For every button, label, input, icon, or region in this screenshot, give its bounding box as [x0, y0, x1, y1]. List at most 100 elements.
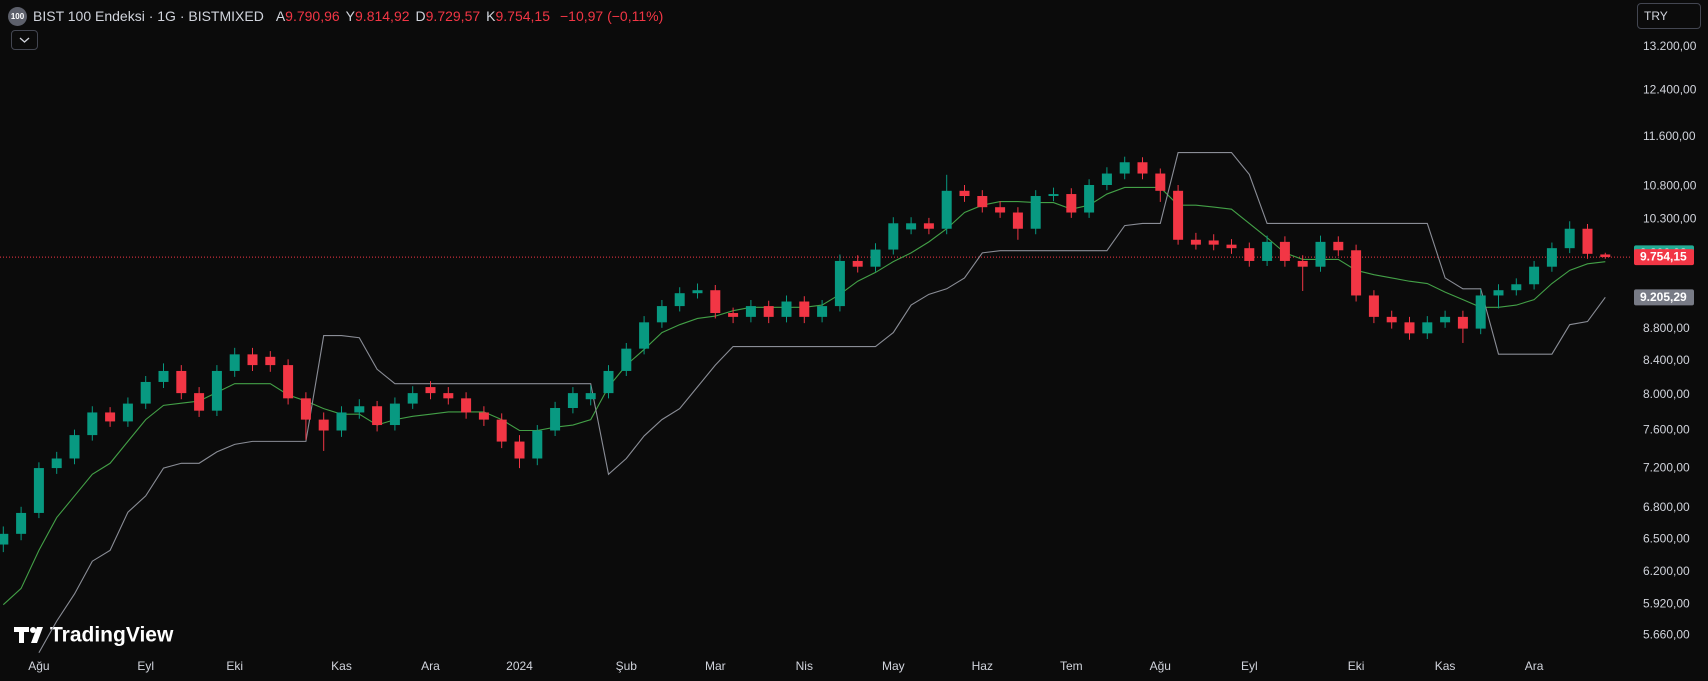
y-tick-label: 10.300,00	[1643, 211, 1697, 225]
ohlc-value: 9.729,57	[425, 8, 481, 24]
x-tick-label: Eki	[226, 659, 243, 673]
candle-body	[105, 412, 116, 422]
candle-body	[888, 223, 899, 250]
x-tick-label: Tem	[1060, 659, 1083, 673]
candle-body	[461, 398, 472, 413]
x-tick-label: Haz	[972, 659, 993, 673]
candle-body	[158, 370, 169, 382]
candle-body	[1119, 162, 1130, 174]
candle-body	[283, 365, 294, 399]
x-tick-label: Kas	[331, 659, 352, 673]
price-label-box	[1634, 289, 1694, 306]
ohlc-key: A	[275, 8, 286, 24]
y-tick-label: 6.500,00	[1643, 531, 1690, 545]
candle-body	[621, 348, 632, 371]
candle-body	[1066, 194, 1077, 213]
candle-body	[51, 458, 62, 469]
candle-body	[372, 406, 383, 426]
x-tick-label: Kas	[1435, 659, 1456, 673]
ohlc-key: Y	[345, 8, 356, 24]
logo-icon	[14, 627, 43, 643]
candle-body	[265, 356, 276, 366]
x-tick-label: Eyl	[1241, 659, 1258, 673]
price-label: 9.205,29	[1640, 290, 1687, 304]
candle-body	[1493, 290, 1504, 296]
candle-body	[122, 403, 133, 422]
y-tick-label: 13.200,00	[1643, 39, 1697, 53]
candle-body	[817, 306, 828, 317]
y-tick-label: 5.660,00	[1643, 628, 1690, 642]
candle-body	[1546, 248, 1557, 267]
candle-body	[354, 406, 365, 413]
price-label: 9.754,15	[1640, 250, 1687, 264]
candle-body	[1048, 194, 1059, 197]
candle-body	[567, 393, 578, 409]
y-tick-label: 6.200,00	[1643, 564, 1690, 578]
ohlc-value: 9.754,15	[495, 8, 550, 24]
candle-body	[1351, 250, 1362, 296]
candle-body	[1422, 322, 1433, 334]
candle-body	[834, 260, 845, 307]
candle-body	[656, 306, 667, 323]
candle-body	[745, 306, 756, 317]
ohlc: A9.790,96 Y9.814,92 D9.729,57 K9.754,15	[270, 8, 550, 24]
ohlc-value: 9.814,92	[355, 8, 410, 24]
y-tick-label: 7.200,00	[1643, 460, 1690, 474]
candle-body	[1244, 248, 1255, 261]
candle-body	[336, 412, 347, 431]
x-tick-label: May	[882, 659, 905, 673]
ohlc-key: K	[486, 8, 496, 24]
ohlc-value: 9.790,96	[285, 8, 340, 24]
candle-body	[923, 223, 934, 229]
candle-body	[1368, 295, 1379, 317]
y-tick-label: 6.800,00	[1643, 500, 1690, 514]
candle-body	[1030, 196, 1041, 229]
candle-body	[247, 354, 258, 366]
candle-body	[1084, 185, 1095, 213]
candle-body	[1155, 173, 1166, 191]
x-tick-label: Eyl	[137, 659, 154, 673]
candle-body	[781, 301, 792, 317]
collapse-button[interactable]	[11, 30, 38, 50]
y-tick-label: 8.400,00	[1643, 353, 1690, 367]
y-tick-label: 5.920,00	[1643, 596, 1690, 610]
y-tick-label: 12.400,00	[1643, 82, 1697, 96]
candle-body	[1475, 295, 1486, 329]
candle-body	[0, 533, 9, 545]
candle-body	[799, 301, 810, 317]
candle-body	[87, 412, 98, 436]
indicator-line	[2, 186, 1606, 606]
x-tick-label: Eki	[1348, 659, 1365, 673]
candle-body	[300, 398, 311, 420]
candle-body	[318, 419, 329, 431]
candle-body	[1404, 322, 1415, 334]
y-tick-label: 8.800,00	[1643, 321, 1690, 335]
candle-body	[1440, 316, 1451, 323]
candle-body	[478, 412, 489, 420]
candle-body	[140, 381, 151, 404]
candle-body	[710, 290, 721, 313]
symbol-badge: 100	[8, 6, 27, 26]
indicator-line	[38, 152, 1606, 654]
candle-body	[995, 207, 1006, 213]
y-tick-label: 7.600,00	[1643, 423, 1690, 437]
x-tick-label: Mar	[705, 659, 726, 673]
header: 100 BIST 100 Endeksi · 1G · BISTMIXED A9…	[8, 5, 663, 27]
currency-button[interactable]: TRY	[1637, 3, 1701, 29]
x-tick-label: 2024	[506, 659, 533, 673]
symbol-title[interactable]: BIST 100 Endeksi · 1G · BISTMIXED	[33, 8, 264, 24]
candle-body	[1582, 228, 1593, 254]
candle-body	[514, 441, 525, 459]
candle-body	[425, 387, 436, 394]
candle-body	[176, 370, 187, 394]
x-tick-label: Ara	[421, 659, 440, 673]
candle-body	[1600, 254, 1611, 258]
candle-body	[1137, 162, 1148, 174]
candle-body	[870, 249, 881, 267]
candle-body	[1190, 239, 1201, 245]
y-tick-label: 10.800,00	[1643, 178, 1697, 192]
candle-body	[1333, 241, 1344, 251]
candle-body	[1315, 241, 1326, 267]
candle-body	[1012, 212, 1023, 229]
